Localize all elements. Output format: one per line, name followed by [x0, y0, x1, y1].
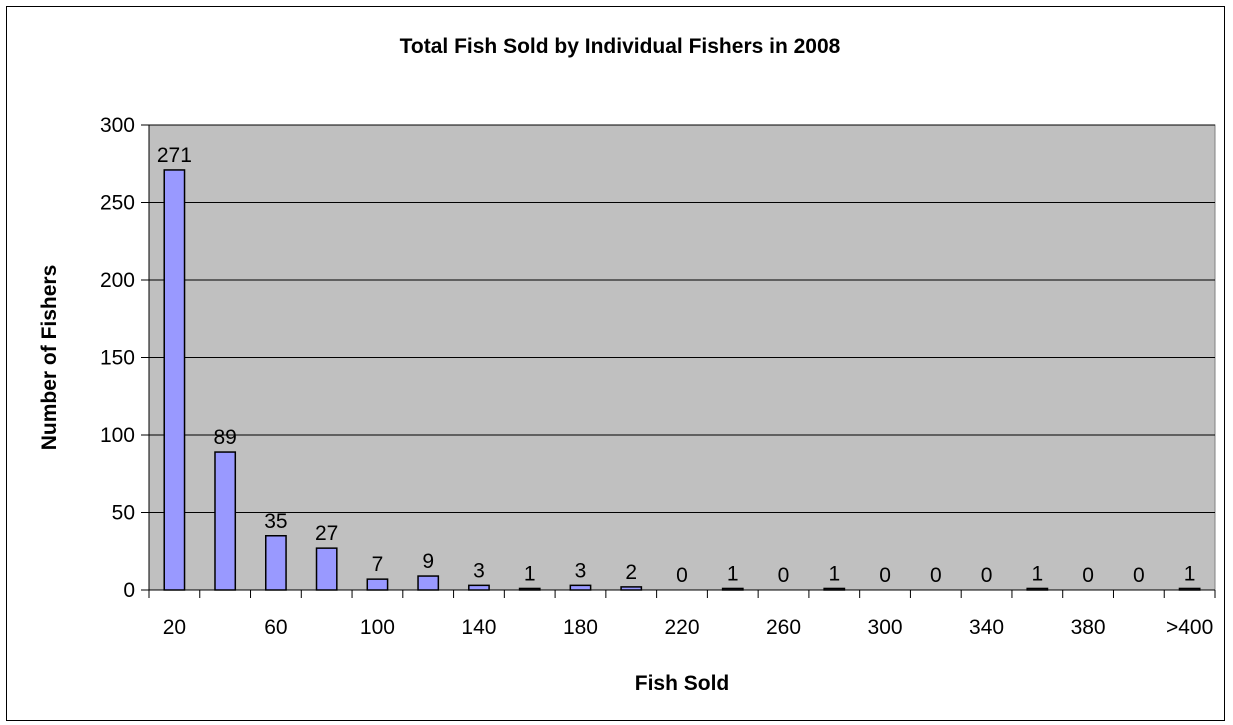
y-tick-label: 250: [100, 192, 135, 215]
data-label: 0: [1082, 564, 1094, 587]
y-axis: 0 50 100 150 200 250 300: [100, 114, 150, 602]
x-tick-label: 260: [766, 616, 801, 639]
bar: [265, 535, 287, 591]
x-tick-label: 380: [1071, 616, 1106, 639]
data-label: 1: [1184, 562, 1196, 585]
data-label: 89: [213, 426, 236, 449]
x-tick-label: 300: [868, 616, 903, 639]
data-label: 1: [1031, 562, 1043, 585]
bar: [214, 451, 237, 591]
data-label: 2: [625, 561, 637, 584]
bar: [163, 169, 186, 591]
y-tick-label: 50: [112, 502, 135, 525]
y-tick-label: 150: [100, 347, 135, 370]
data-label: 7: [372, 553, 384, 576]
x-tick-label: 340: [969, 616, 1004, 639]
x-tick-label: 220: [664, 616, 699, 639]
x-tick-label: 140: [461, 616, 496, 639]
data-label: 0: [879, 564, 891, 587]
y-tick-label: 200: [100, 269, 135, 292]
data-label: 0: [778, 564, 790, 587]
x-tick-label: 100: [360, 616, 395, 639]
gridlines: [149, 124, 1215, 513]
data-labels: 271 89 35 27 7 9 3 1 3 2 0 1 0 1 0 0 0 1 0 0 1: [157, 144, 1196, 587]
data-label: 0: [1133, 564, 1145, 587]
x-tick-label: >400: [1166, 616, 1213, 639]
y-tick-label: 300: [100, 114, 135, 137]
bar: [366, 578, 389, 591]
data-label: 0: [930, 564, 942, 587]
data-label: 9: [422, 550, 434, 573]
bar: [417, 575, 440, 591]
data-label: 3: [575, 559, 587, 582]
data-label: 1: [524, 562, 536, 585]
data-label: 1: [727, 562, 739, 585]
data-label: 0: [676, 564, 688, 587]
data-label: 27: [315, 522, 338, 545]
x-tick-label: 60: [264, 616, 287, 639]
x-axis: 20 60 100 140 180 220 260 300 340 380 >400: [148, 589, 1216, 639]
y-tick-label: 100: [100, 424, 135, 447]
data-label: 0: [981, 564, 993, 587]
bar: [315, 547, 338, 591]
data-label: 1: [828, 562, 840, 585]
bar: [569, 584, 592, 591]
x-axis-title: Fish Sold: [635, 672, 730, 695]
bar: [468, 584, 490, 591]
x-tick-label: 180: [563, 616, 598, 639]
data-label: 271: [157, 144, 192, 167]
data-label: 35: [264, 510, 287, 533]
chart-title: Total Fish Sold by Individual Fishers in…: [400, 35, 841, 58]
y-tick-label: 0: [123, 579, 135, 602]
y-axis-title: Number of Fishers: [38, 265, 61, 451]
data-label: 3: [473, 559, 485, 582]
x-tick-label: 20: [163, 616, 186, 639]
